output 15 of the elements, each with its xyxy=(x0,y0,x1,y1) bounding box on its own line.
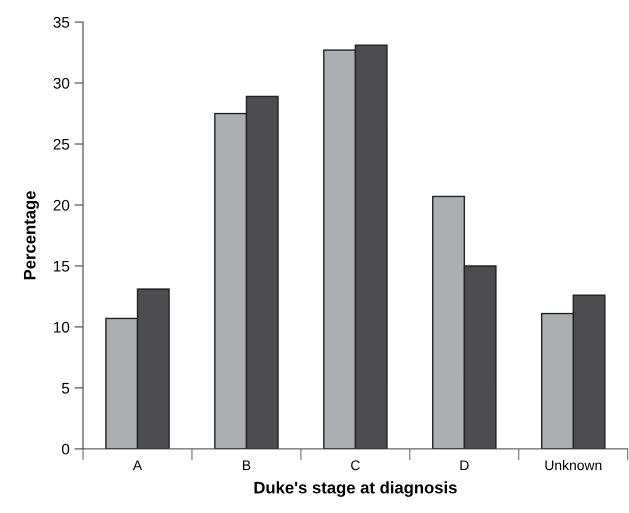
x-tick-label: D xyxy=(460,460,469,470)
y-tick-label: 25 xyxy=(54,138,70,150)
y-tick-label: 10 xyxy=(54,322,70,333)
x-axis-title: Duke's stage at diagnosis xyxy=(254,481,457,497)
y-tick-label: 35 xyxy=(53,16,70,28)
y-tick-label: 30 xyxy=(53,78,70,89)
x-tick-label: Unknown xyxy=(545,460,602,470)
y-axis-title: Percentage xyxy=(24,191,39,280)
x-tick-label: B xyxy=(242,460,250,470)
y-tick-label: 20 xyxy=(54,200,70,211)
y-tick-label: 0 xyxy=(62,444,70,455)
y-tick-label: 15 xyxy=(54,260,70,272)
x-tick-label: C xyxy=(351,460,360,470)
y-tick-label: 5 xyxy=(62,382,70,394)
x-tick-label: A xyxy=(132,460,142,470)
